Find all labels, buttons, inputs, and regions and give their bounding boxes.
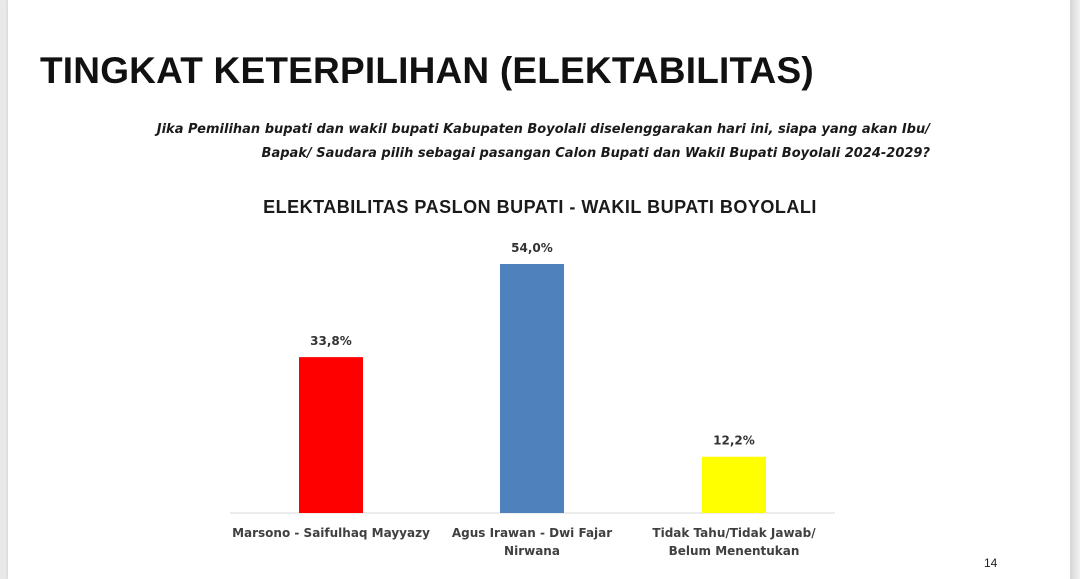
chart-title: ELEKTABILITAS PASLON BUPATI - WAKIL BUPA…: [263, 197, 817, 217]
data-label-2: 54,0%: [511, 241, 553, 255]
category-label-2-line-1: Agus Irawan - Dwi Fajar: [452, 526, 612, 540]
bar-1: [299, 357, 363, 513]
viewer-edge: [1070, 0, 1080, 579]
category-label-3-line-1: Tidak Tahu/Tidak Jawab/: [652, 526, 816, 540]
category-label-1-line-1: Marsono - Saifulhaq Mayyazy: [232, 526, 430, 540]
category-label-3-line-2: Belum Menentukan: [669, 544, 800, 558]
survey-question-line-1: Jika Pemilihan bupati dan wakil bupati K…: [156, 122, 930, 137]
category-label-2-line-2: Nirwana: [504, 544, 560, 558]
bar-3: [702, 456, 766, 513]
data-label-1: 33,8%: [310, 334, 352, 348]
page-title: TINGKAT KETERPILIHAN (ELEKTABILITAS): [40, 50, 814, 91]
survey-question: Jika Pemilihan bupati dan wakil bupati K…: [150, 118, 930, 166]
page-number: 14: [984, 556, 998, 570]
data-label-3: 12,2%: [713, 434, 755, 448]
bar-2: [500, 264, 564, 513]
survey-question-line-2: Bapak/ Saudara pilih sebagai pasangan Ca…: [261, 146, 930, 161]
